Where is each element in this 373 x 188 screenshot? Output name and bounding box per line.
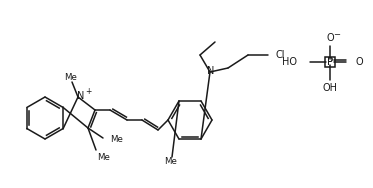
Text: Me: Me	[65, 73, 78, 82]
Text: N: N	[207, 66, 215, 76]
Text: Me: Me	[110, 136, 123, 145]
Text: Me: Me	[164, 158, 178, 167]
Text: P: P	[327, 57, 333, 67]
Text: O: O	[326, 33, 334, 43]
Text: Cl: Cl	[276, 50, 285, 60]
Text: P: P	[327, 57, 333, 67]
Text: +: +	[85, 87, 91, 96]
Text: Me: Me	[97, 152, 110, 161]
Text: OH: OH	[323, 83, 338, 93]
Text: N: N	[77, 91, 85, 101]
Text: −: −	[333, 30, 341, 39]
Text: HO: HO	[282, 57, 297, 67]
FancyBboxPatch shape	[325, 57, 335, 67]
Text: O: O	[355, 57, 363, 67]
